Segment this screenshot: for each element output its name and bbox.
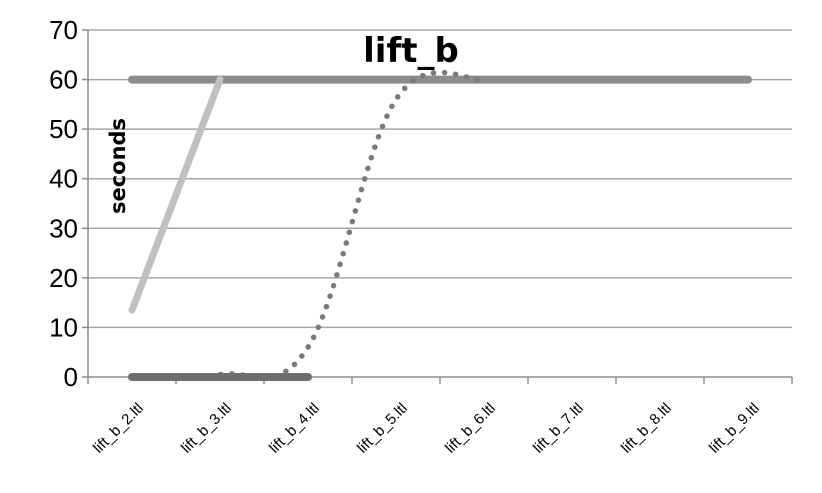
x-tick-label: lift_b_7.ltl (530, 400, 587, 457)
y-tick-label: 30 (49, 213, 78, 243)
series-lines (128, 69, 752, 381)
x-tick-label: lift_b_2.ltl (90, 400, 147, 457)
x-tick-label: lift_b_5.ltl (354, 400, 411, 457)
y-tick-label: 70 (49, 15, 78, 45)
y-tick-label: 40 (49, 164, 78, 194)
x-tick-label: lift_b_6.ltl (442, 400, 499, 457)
series-line-2 (129, 69, 487, 381)
gridlines (88, 29, 792, 329)
y-tick-label: 0 (64, 362, 78, 392)
x-tick-label: lift_b_9.ltl (706, 400, 763, 457)
chart-title: lift_b (363, 31, 459, 71)
y-tick-label: 20 (49, 263, 78, 293)
y-tick-label: 50 (49, 114, 78, 144)
x-tick-label: lift_b_3.ltl (178, 400, 235, 457)
series-line-1 (128, 76, 224, 314)
x-tick-label: lift_b_4.ltl (266, 400, 323, 457)
x-tick-label: lift_b_8.ltl (618, 400, 675, 457)
y-tick-label: 10 (49, 312, 78, 342)
y-tick-label: 60 (49, 65, 78, 95)
y-axis-label: seconds (106, 118, 130, 214)
